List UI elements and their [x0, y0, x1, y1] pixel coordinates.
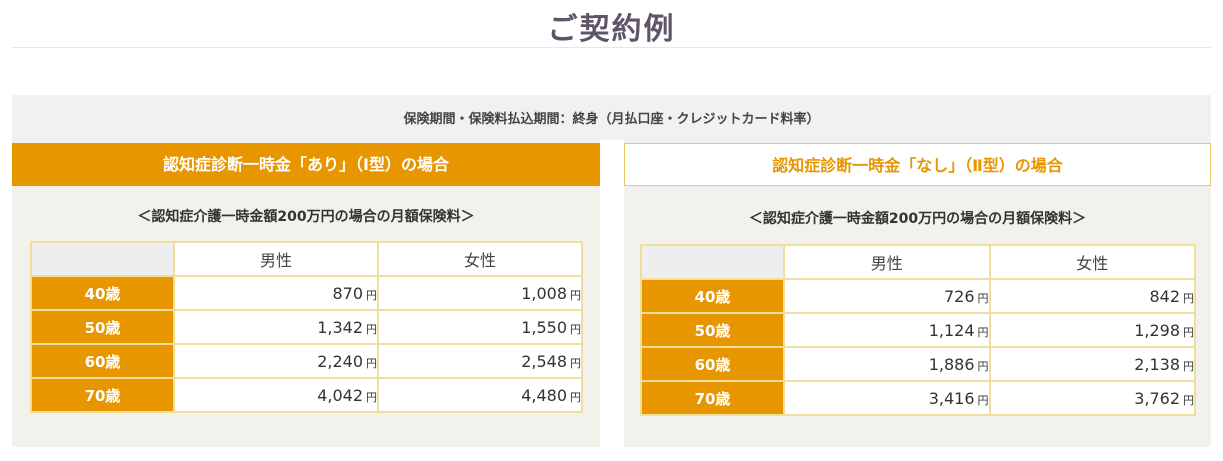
yen-unit: 円 — [366, 390, 377, 404]
table-row: 60歳 1,886 円 2,138 円 — [640, 346, 1196, 382]
yen-unit: 円 — [570, 356, 581, 370]
yen-unit: 円 — [1183, 325, 1194, 339]
male-premium-cell: 4,042 円 — [173, 377, 379, 413]
age-cell: 60歳 — [30, 343, 175, 379]
premium-value: 2,240 — [317, 351, 363, 371]
premium-value: 3,762 — [1134, 388, 1180, 408]
table-row: 50歳 1,124 円 1,298 円 — [640, 312, 1196, 348]
yen-unit: 円 — [977, 325, 989, 339]
premium-value: 1,008 — [521, 283, 567, 303]
yen-unit: 円 — [570, 322, 581, 336]
age-cell: 70歳 — [640, 380, 785, 416]
premium-table: 男性 女性 40歳 726 円 842 円 50歳 1,124 円 1,298 円 60… — [640, 244, 1196, 416]
female-premium-cell: 1,298 円 — [988, 312, 1196, 348]
male-premium-cell: 2,240 円 — [173, 343, 379, 379]
yen-unit: 円 — [1183, 359, 1194, 373]
female-premium-cell: 3,762 円 — [988, 380, 1196, 416]
table-row: 70歳 4,042 円 4,480 円 — [30, 377, 583, 413]
age-cell: 70歳 — [30, 377, 175, 413]
table-corner-cell — [30, 241, 175, 277]
male-premium-cell: 1,124 円 — [783, 312, 991, 348]
plan-header: 認知症診断一時金「あり」（Ⅰ型）の場合 — [12, 143, 600, 186]
table-row: 40歳 726 円 842 円 — [640, 278, 1196, 314]
column-header-male: 男性 — [173, 241, 379, 277]
premium-value: 2,548 — [521, 351, 567, 371]
plan-subtitle: ＜認知症介護一時金額200万円の場合の月額保険料＞ — [748, 211, 1087, 227]
condition-text: 保険期間・保険料払込期間：終身（月払口座・クレジットカード料率） — [403, 112, 820, 127]
premium-value: 1,342 — [317, 317, 363, 337]
plan-panel-type2: 認知症診断一時金「なし」（Ⅱ型）の場合 ＜認知症介護一時金額200万円の場合の月… — [624, 140, 1211, 447]
male-premium-cell: 1,342 円 — [173, 309, 379, 345]
yen-unit: 円 — [977, 359, 989, 373]
premium-value: 870 — [332, 283, 363, 303]
premium-value: 4,042 — [317, 385, 363, 405]
age-cell: 40歳 — [30, 275, 175, 311]
condition-band — [12, 95, 1211, 140]
column-header-male: 男性 — [783, 244, 991, 280]
male-premium-cell: 726 円 — [783, 278, 991, 314]
table-header-row: 男性 女性 — [640, 244, 1196, 280]
male-premium-cell: 3,416 円 — [783, 380, 991, 416]
yen-unit: 円 — [570, 288, 581, 302]
plan-header: 認知症診断一時金「なし」（Ⅱ型）の場合 — [624, 143, 1211, 186]
yen-unit: 円 — [366, 322, 377, 336]
premium-value: 1,124 — [928, 320, 975, 340]
plan-panel-type1: 認知症診断一時金「あり」（Ⅰ型）の場合 ＜認知症介護一時金額200万円の場合の月… — [12, 140, 600, 447]
premium-value: 4,480 — [521, 385, 567, 405]
table-row: 60歳 2,240 円 2,548 円 — [30, 343, 583, 379]
premium-value: 1,550 — [521, 317, 567, 337]
premium-value: 3,416 — [928, 388, 975, 408]
yen-unit: 円 — [977, 393, 989, 407]
column-header-female: 女性 — [988, 244, 1196, 280]
male-premium-cell: 1,886 円 — [783, 346, 991, 382]
premium-value: 2,138 — [1134, 354, 1180, 374]
plan-subtitle: ＜認知症介護一時金額200万円の場合の月額保険料＞ — [137, 209, 475, 225]
page-title: ご契約例 — [547, 12, 676, 47]
female-premium-cell: 1,008 円 — [377, 275, 583, 311]
female-premium-cell: 4,480 円 — [377, 377, 583, 413]
title-divider — [12, 47, 1211, 48]
age-cell: 50歳 — [640, 312, 785, 348]
age-cell: 50歳 — [30, 309, 175, 345]
yen-unit: 円 — [1183, 291, 1194, 305]
column-header-female: 女性 — [377, 241, 583, 277]
female-premium-cell: 842 円 — [988, 278, 1196, 314]
table-row: 70歳 3,416 円 3,762 円 — [640, 380, 1196, 416]
yen-unit: 円 — [1183, 393, 1194, 407]
yen-unit: 円 — [977, 291, 989, 305]
age-cell: 40歳 — [640, 278, 785, 314]
female-premium-cell: 1,550 円 — [377, 309, 583, 345]
premium-value: 842 — [1149, 286, 1180, 306]
table-header-row: 男性 女性 — [30, 241, 583, 277]
premium-value: 726 — [943, 286, 975, 306]
premium-table: 男性 女性 40歳 870 円 1,008 円 50歳 1,342 円 1,550 円 … — [30, 241, 583, 413]
yen-unit: 円 — [366, 356, 377, 370]
female-premium-cell: 2,138 円 — [988, 346, 1196, 382]
table-row: 40歳 870 円 1,008 円 — [30, 275, 583, 311]
female-premium-cell: 2,548 円 — [377, 343, 583, 379]
male-premium-cell: 870 円 — [173, 275, 379, 311]
premium-value: 1,886 — [928, 354, 975, 374]
age-cell: 60歳 — [640, 346, 785, 382]
premium-value: 1,298 — [1134, 320, 1180, 340]
table-row: 50歳 1,342 円 1,550 円 — [30, 309, 583, 345]
yen-unit: 円 — [366, 288, 377, 302]
table-corner-cell — [640, 244, 785, 280]
yen-unit: 円 — [570, 390, 581, 404]
